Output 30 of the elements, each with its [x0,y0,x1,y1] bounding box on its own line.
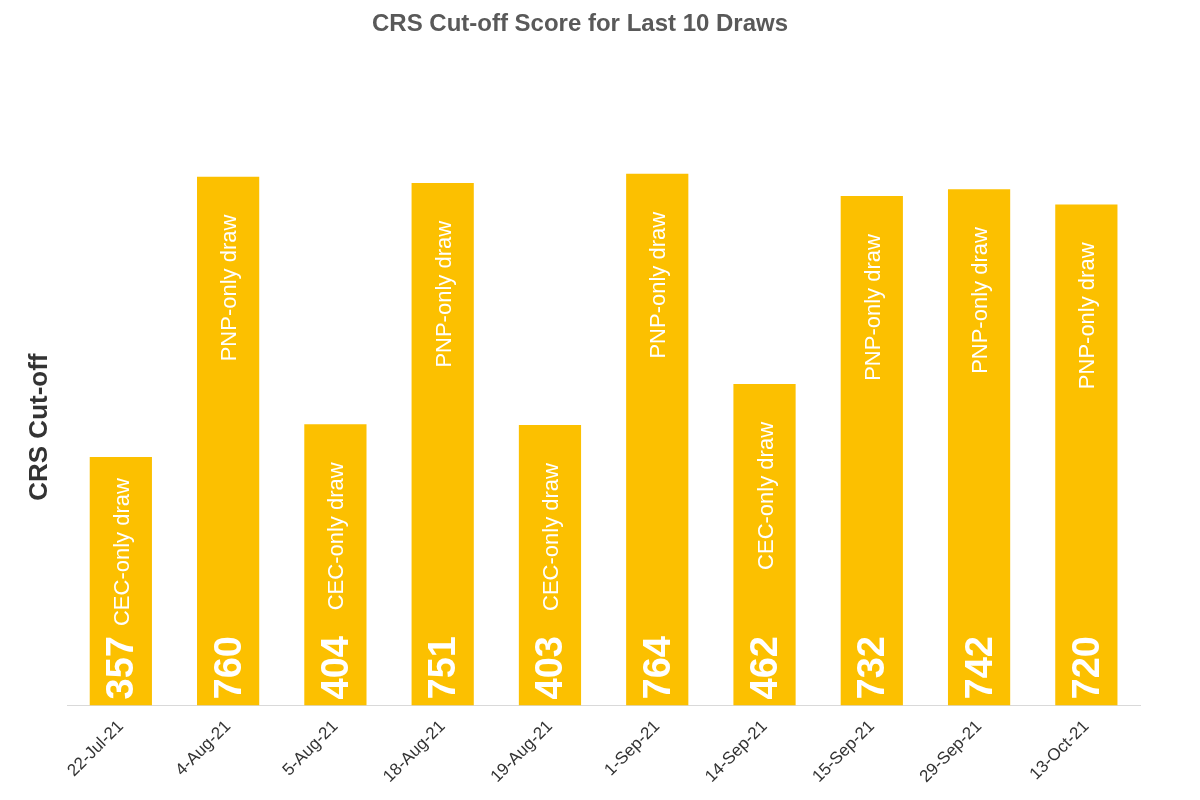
data-label: 751 [421,636,464,700]
annotation: PNP-only draw [1074,242,1100,390]
y-axis-title: CRS Cut-off [22,353,53,501]
bar [1055,204,1118,706]
annotation: CEC-only draw [538,462,564,611]
data-label: 403 [528,636,571,700]
annotation: PNP-only draw [216,214,242,362]
data-label: 764 [635,636,678,700]
bar [733,383,796,706]
data-label: 732 [850,636,893,700]
annotation: CEC-only draw [108,477,134,627]
data-label: 357 [99,636,142,700]
annotation: CEC-only draw [752,421,778,570]
bar [840,196,903,706]
bar [626,173,689,706]
bar [304,424,367,706]
annotation: PNP-only draw [430,220,456,368]
bar [197,176,260,706]
data-label: 720 [1064,636,1107,700]
annotation: PNP-only draw [859,234,885,381]
data-label: 742 [957,636,1000,700]
data-label: 760 [206,636,249,700]
annotation: PNP-only draw [967,227,993,374]
bar [947,189,1011,706]
data-label: 404 [313,636,356,700]
annotation: CEC-only draw [323,462,349,611]
bar [411,182,474,706]
chart-title: CRS Cut-off Score for Last 10 Draws [371,9,789,37]
data-label: 462 [743,636,785,700]
annotation: PNP-only draw [645,211,671,359]
